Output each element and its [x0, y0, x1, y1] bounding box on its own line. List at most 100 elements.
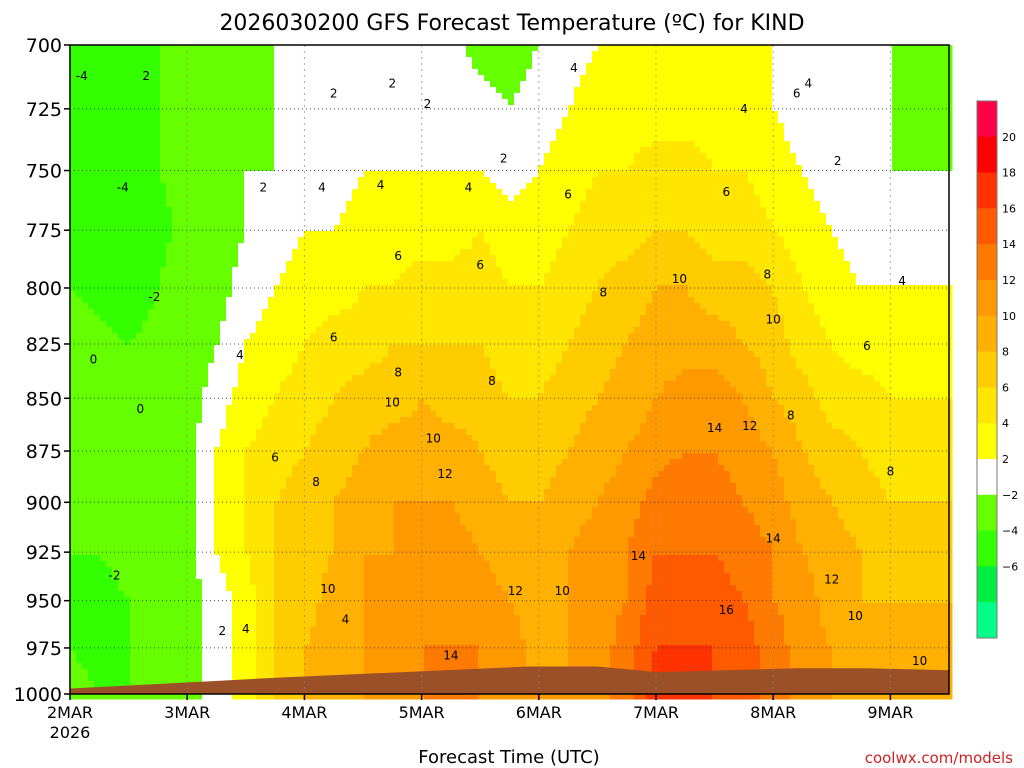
temperature-cell	[736, 189, 743, 196]
temperature-cell	[472, 219, 479, 226]
temperature-cell	[742, 195, 749, 202]
temperature-cell	[514, 111, 521, 118]
temperature-cell	[766, 231, 773, 238]
temperature-cell	[790, 213, 797, 220]
temperature-cell	[178, 165, 185, 172]
temperature-cell	[226, 195, 233, 202]
temperature-cell	[874, 213, 881, 220]
temperature-cell	[160, 57, 167, 64]
temperature-cell	[508, 195, 515, 202]
temperature-cell	[274, 153, 281, 160]
temperature-cell	[382, 69, 389, 76]
temperature-cell	[784, 69, 791, 76]
temperature-cell	[442, 183, 449, 190]
temperature-cell	[220, 153, 227, 160]
temperature-cell	[922, 93, 929, 100]
temperature-cell	[910, 201, 917, 208]
temperature-cell	[604, 165, 611, 172]
temperature-cell	[394, 207, 401, 214]
temperature-cell	[880, 201, 887, 208]
temperature-cell	[370, 93, 377, 100]
temperature-cell	[862, 189, 869, 196]
temperature-cell	[826, 201, 833, 208]
temperature-cell	[622, 141, 629, 148]
temperature-cell	[748, 87, 755, 94]
temperature-cell	[748, 237, 755, 244]
temperature-cell	[832, 123, 839, 130]
temperature-cell	[592, 141, 599, 148]
temperature-cell	[100, 135, 107, 142]
temperature-cell	[448, 117, 455, 124]
temperature-cell	[790, 177, 797, 184]
temperature-cell	[346, 99, 353, 106]
temperature-cell	[160, 213, 167, 220]
temperature-cell	[586, 201, 593, 208]
temperature-cell	[718, 69, 725, 76]
temperature-cell	[268, 87, 275, 94]
temperature-cell	[190, 117, 197, 124]
temperature-cell	[712, 231, 719, 238]
temperature-cell	[142, 195, 149, 202]
temperature-cell	[172, 105, 179, 112]
temperature-cell	[796, 213, 803, 220]
temperature-cell	[832, 129, 839, 136]
temperature-cell	[274, 57, 281, 64]
temperature-cell	[694, 219, 701, 226]
temperature-cell	[328, 189, 335, 196]
temperature-cell	[88, 159, 95, 166]
temperature-cell	[514, 159, 521, 166]
temperature-cell	[100, 99, 107, 106]
temperature-cell	[682, 147, 689, 154]
temperature-cell	[220, 159, 227, 166]
temperature-cell	[244, 189, 251, 196]
temperature-cell	[718, 219, 725, 226]
temperature-cell	[850, 135, 857, 142]
temperature-cell	[802, 87, 809, 94]
temperature-cell	[484, 213, 491, 220]
temperature-cell	[88, 243, 95, 250]
temperature-cell	[616, 81, 623, 88]
temperature-cell	[880, 69, 887, 76]
temperature-cell	[520, 87, 527, 94]
temperature-cell	[334, 93, 341, 100]
temperature-cell	[214, 213, 221, 220]
temperature-cell	[148, 99, 155, 106]
temperature-cell	[928, 75, 935, 82]
temperature-cell	[664, 129, 671, 136]
temperature-cell	[508, 153, 515, 160]
temperature-cell	[328, 165, 335, 172]
temperature-cell	[334, 87, 341, 94]
temperature-cell	[382, 159, 389, 166]
temperature-cell	[832, 183, 839, 190]
temperature-cell	[400, 159, 407, 166]
temperature-cell	[460, 225, 467, 232]
temperature-cell	[208, 93, 215, 100]
temperature-cell	[286, 237, 293, 244]
temperature-cell	[508, 243, 515, 250]
temperature-cell	[556, 171, 563, 178]
temperature-cell	[376, 165, 383, 172]
temperature-cell	[556, 117, 563, 124]
temperature-cell	[172, 171, 179, 178]
temperature-cell	[766, 165, 773, 172]
temperature-cell	[100, 57, 107, 64]
temperature-cell	[328, 213, 335, 220]
temperature-cell	[808, 45, 815, 52]
temperature-cell	[340, 159, 347, 166]
temperature-cell	[268, 69, 275, 76]
temperature-cell	[244, 153, 251, 160]
temperature-cell	[286, 99, 293, 106]
temperature-cell	[292, 111, 299, 118]
temperature-cell	[874, 45, 881, 52]
temperature-cell	[274, 99, 281, 106]
temperature-cell	[448, 195, 455, 202]
temperature-cell	[70, 69, 77, 76]
temperature-cell	[682, 57, 689, 64]
temperature-cell	[94, 75, 101, 82]
temperature-cell	[478, 165, 485, 172]
temperature-cell	[598, 141, 605, 148]
temperature-cell	[820, 231, 827, 238]
temperature-cell	[844, 165, 851, 172]
temperature-cell	[784, 93, 791, 100]
temperature-cell	[412, 99, 419, 106]
